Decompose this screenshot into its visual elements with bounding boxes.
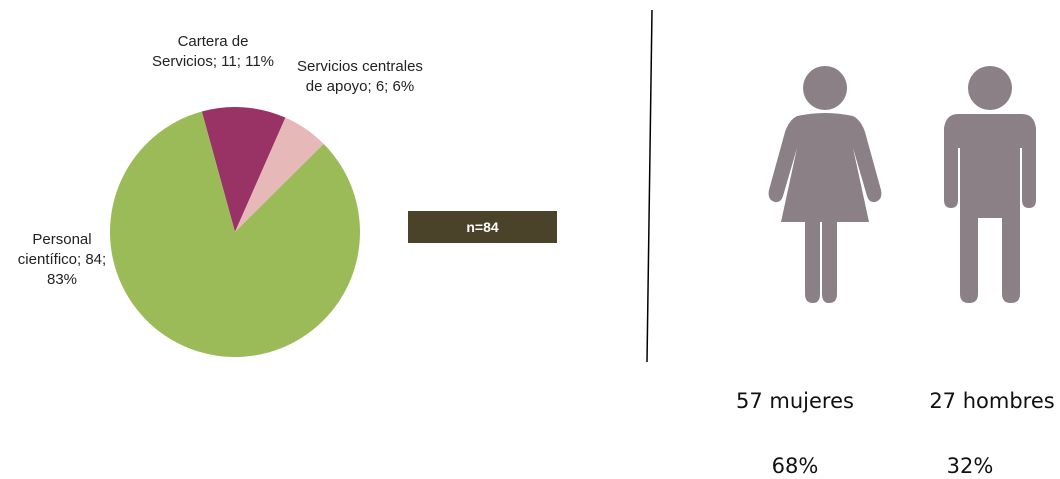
annotation: n=84: [408, 211, 557, 243]
label: 57 mujeres: [736, 389, 854, 413]
pie-label: Cartera de Servicios; 11; 11%: [152, 33, 274, 70]
pie-label: Servicios centrales de apoyo; 6; 6%: [297, 58, 423, 95]
label: 27 hombres: [929, 389, 1055, 413]
woman-icon: [768, 66, 882, 303]
value-label: 68%: [771, 454, 819, 478]
pie-slice: [235, 117, 324, 232]
pie-slice: [201, 106, 286, 232]
pie-label: Personal científico; 84; 83%: [17, 231, 107, 288]
value-label: 32%: [946, 454, 994, 478]
divider: [646, 9, 653, 363]
pie-slice: [109, 111, 360, 358]
man-icon: [944, 66, 1036, 303]
